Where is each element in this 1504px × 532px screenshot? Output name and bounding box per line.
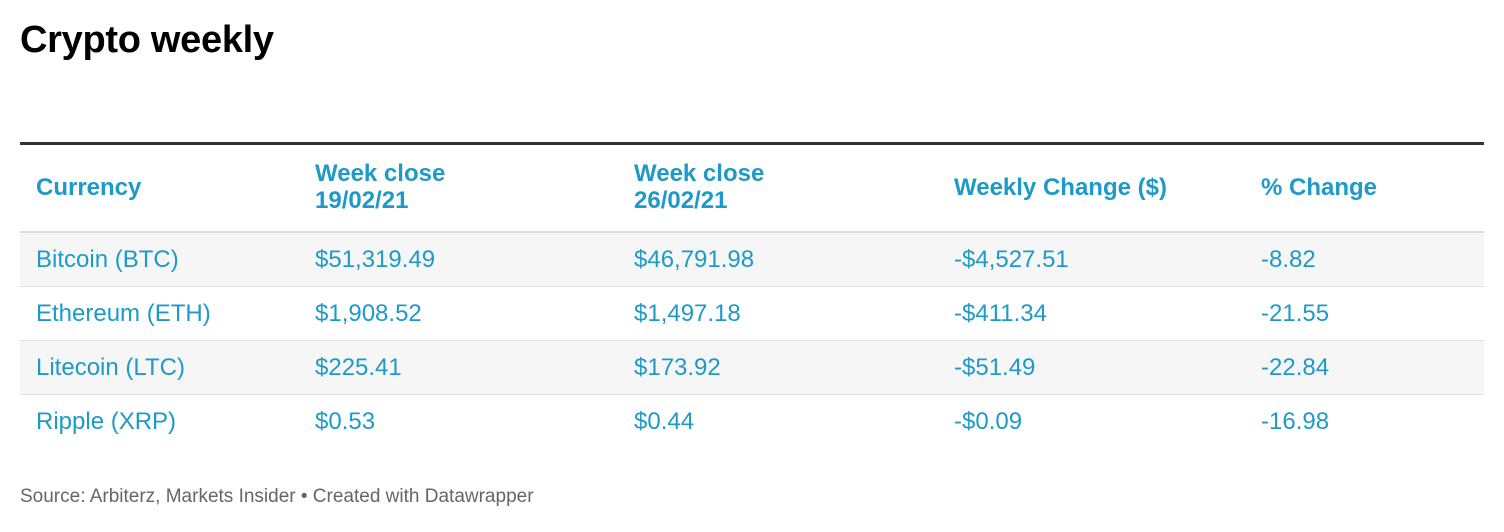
cell-week-close-2: $1,497.18 [618,286,938,341]
page-title: Crypto weekly [20,19,274,61]
header-weekly-change-label: Weekly Change ($) [954,173,1167,201]
cell-weekly-change: -$4,527.51 [938,232,1245,287]
cell-currency: Ripple (XRP) [36,407,177,435]
cell-week-close-1: $0.53 [315,407,376,435]
cell-currency: Ethereum (ETH) [20,286,299,341]
crypto-table: Currency Week close 19/02/21 Week close … [20,142,1484,448]
cell-week-close-2: $173.92 [618,340,938,395]
cell-week-close-1: $225.41 [299,340,618,395]
cell-currency: Litecoin (LTC) [20,340,299,395]
header-week-close-date: 26/02/21 [634,187,728,214]
header-week-close-19-02-21[interactable]: Week close 19/02/21 [299,143,618,233]
table-row: Litecoin (LTC) $225.41 $173.92 -$51.49 -… [20,340,1484,395]
header-week-close-date: 19/02/21 [315,187,409,214]
header-weekly-change[interactable]: Weekly Change ($) [938,143,1245,233]
cell-currency: Bitcoin (BTC) [20,232,299,287]
cell-week-close-2: $46,791.98 [618,232,938,287]
cell-weekly-change: -$411.34 [938,286,1245,341]
header-percent-change[interactable]: % Change [1245,143,1484,233]
header-currency-label: Currency [36,173,142,201]
cell-percent-change: -16.98 [1261,407,1330,435]
cell-week-close-2: $0.44 [634,407,695,435]
cell-percent-change: -22.84 [1245,340,1484,395]
cell-weekly-change: -$0.09 [954,407,1023,435]
table-row: Ethereum (ETH) $1,908.52 $1,497.18 -$411… [20,286,1484,341]
header-week-close-label: Week close [315,160,446,188]
crypto-table-container: Currency Week close 19/02/21 Week close … [20,142,1484,448]
header-week-close-label: Week close [634,160,765,188]
cell-week-close-1: $1,908.52 [299,286,618,341]
source-note: Source: Arbiterz, Markets Insider • Crea… [20,486,534,507]
header-percent-change-label: % Change [1261,173,1378,201]
table-row: Bitcoin (BTC) $51,319.49 $46,791.98 -$4,… [20,232,1484,287]
header-week-close-26-02-21[interactable]: Week close 26/02/21 [618,143,938,233]
table-header-row: Currency Week close 19/02/21 Week close … [20,143,1484,233]
header-currency[interactable]: Currency [20,143,299,233]
table-row: Ripple (XRP) $0.53 $0.44 -$0.09 -16.98 [20,395,1484,449]
cell-percent-change: -8.82 [1245,232,1484,287]
cell-weekly-change: -$51.49 [938,340,1245,395]
cell-percent-change: -21.55 [1245,286,1484,341]
cell-week-close-1: $51,319.49 [299,232,618,287]
